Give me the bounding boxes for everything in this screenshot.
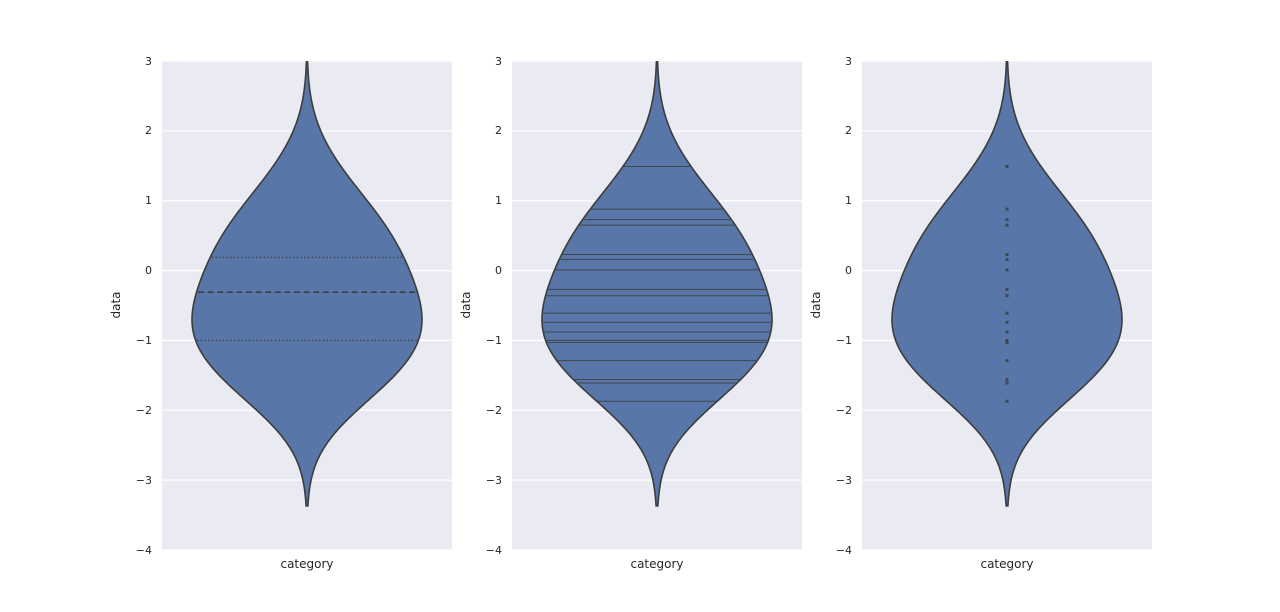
observation-point xyxy=(1005,287,1009,291)
y-tick-label: 1 xyxy=(495,194,502,208)
y-tick-label: 3 xyxy=(495,54,502,68)
y-tick-label: −1 xyxy=(135,333,152,347)
y-tick-label: −3 xyxy=(835,473,852,487)
y-tick-label: −4 xyxy=(485,543,502,557)
y-tick-label: −2 xyxy=(135,403,152,417)
observation-point xyxy=(1005,268,1009,272)
observation-point xyxy=(1005,164,1009,168)
x-axis-label: category xyxy=(980,557,1034,571)
x-axis-label: category xyxy=(280,557,334,571)
y-tick-label: 1 xyxy=(845,194,852,208)
violin-plot-point xyxy=(862,61,1152,550)
observation-point xyxy=(1005,338,1009,342)
observation-point xyxy=(1005,330,1009,334)
observation-point xyxy=(1005,253,1009,257)
observation-point xyxy=(1005,341,1009,345)
y-tick-label: 2 xyxy=(495,124,502,138)
violin-panel-point: data category 3 2 1 0 −1 −2 −3 −4 xyxy=(800,0,1152,612)
y-tick-label: −2 xyxy=(835,403,852,417)
observation-point xyxy=(1005,399,1009,403)
y-tick-label: 0 xyxy=(495,264,502,278)
y-tick-label: 1 xyxy=(145,194,152,208)
observation-point xyxy=(1005,381,1009,385)
y-tick-label: −4 xyxy=(835,543,852,557)
y-tick-label: −3 xyxy=(485,473,502,487)
y-tick-label: 0 xyxy=(845,264,852,278)
observation-point xyxy=(1005,207,1009,211)
observation-point xyxy=(1005,294,1009,298)
y-tick-label: −2 xyxy=(485,403,502,417)
observation-point xyxy=(1005,218,1009,222)
y-tick-label: 2 xyxy=(845,124,852,138)
violin-plot-quartile xyxy=(162,61,452,550)
y-tick-label: 0 xyxy=(145,264,152,278)
y-tick-label: −3 xyxy=(135,473,152,487)
violin-panel-stick: data category 3 2 1 0 −1 −2 −3 −4 xyxy=(450,0,802,612)
y-tick-label: 3 xyxy=(845,54,852,68)
y-tick-label: 3 xyxy=(145,54,152,68)
violin-plot-stick xyxy=(512,61,802,550)
violin-body xyxy=(191,61,423,507)
observation-point xyxy=(1005,359,1009,363)
observation-point xyxy=(1005,311,1009,315)
x-axis-label: category xyxy=(630,557,684,571)
y-tick-label: −4 xyxy=(135,543,152,557)
violin-body xyxy=(891,61,1123,507)
observation-point xyxy=(1005,320,1009,324)
y-tick-label: −1 xyxy=(485,333,502,347)
violin-body xyxy=(541,61,773,507)
y-tick-label: 2 xyxy=(145,124,152,138)
observation-point xyxy=(1005,378,1009,382)
y-tick-label: −1 xyxy=(835,333,852,347)
observation-point xyxy=(1005,223,1009,227)
observation-point xyxy=(1005,257,1009,261)
violin-panel-quartile: data category 3 2 1 0 −1 −2 −3 −4 xyxy=(100,0,452,612)
